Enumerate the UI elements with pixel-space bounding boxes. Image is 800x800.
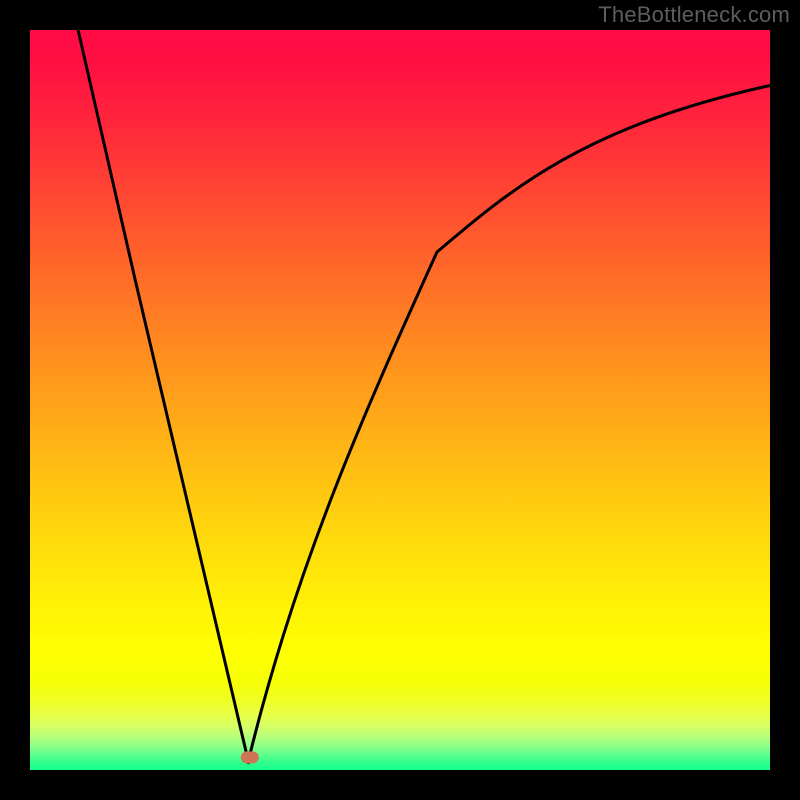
chart-container: TheBottleneck.com [0, 0, 800, 800]
watermark-text: TheBottleneck.com [598, 2, 790, 28]
min-marker [241, 751, 259, 763]
chart-svg [0, 0, 800, 800]
plot-background [30, 30, 770, 770]
